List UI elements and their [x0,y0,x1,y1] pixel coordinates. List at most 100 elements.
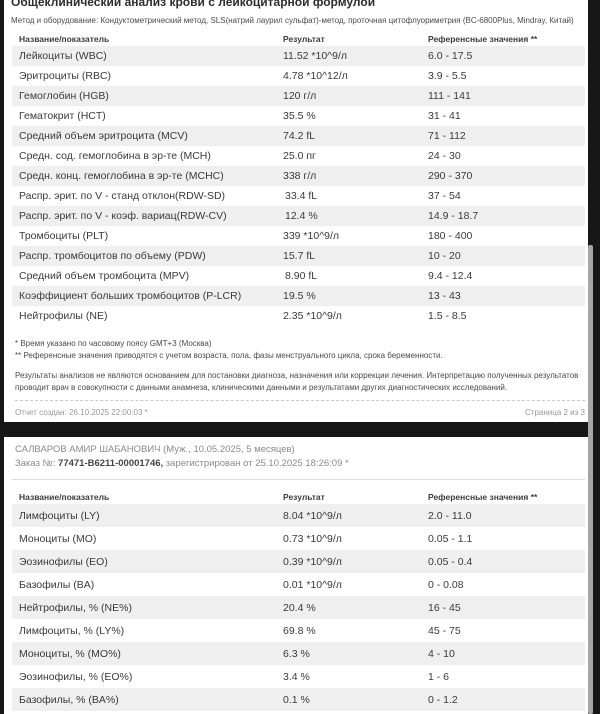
result-value: 120 г/л [283,90,317,102]
result-value: 33.4 fL [285,190,318,202]
cbc-results-table: Название/показатель Результат Референсные … [12,28,585,326]
cell-parameter-name: Эозинофилы (EO) [12,550,283,573]
table-row: Гематокрит (HCT) 35.5 % 31 - 41 [12,106,585,126]
cell-parameter-name: Средн. конц. гемоглобина в эр-те (MCHC) [12,166,283,186]
table-row: Распр. эрит. по V - станд отклон(RDW-SD)… [12,186,585,206]
cell-result: 74.2 fL [283,126,428,146]
cell-reference-range: 45 - 75 [428,624,461,637]
table-row: Средний объем эритроцита (MCV) 74.2 fL 71 … [12,126,585,146]
cell-reference-range: 71 - 112 [428,126,585,146]
cell-result: 69.8 % [283,619,428,642]
cell-parameter-name: Нейтрофилы (NE) [19,310,108,322]
cell-reference-range: 37 - 54 [428,190,461,202]
table-row: Базофилы, % (BA%) 0.1 % 0 - 1.2 [12,688,585,711]
cell-parameter-name: Средн. сод. гемоглобина в эр-те (MCH) [19,150,211,162]
result-value: 12.4 % [285,210,318,222]
cell-result: 25.0 пг [283,146,428,166]
cell-parameter-name: Эозинофилы, % (EO%) [19,670,133,683]
cell-result: 6.3 % [283,642,428,665]
column-header: Референсные значения ** [428,33,538,44]
cell-reference-range: 0.05 - 0.4 [428,550,585,573]
result-value: 0.39 *10^9/л [283,555,342,568]
table-row: Лимфоциты (LY) 8.04 *10^9/л 2.0 - 11.0 [12,504,585,527]
cell-result: 338 г/л [283,166,428,186]
cell-parameter-name: Тромбоциты (PLT) [19,230,109,242]
result-value: 20.4 % [283,601,316,614]
cell-reference-range: 0 - 1.2 [428,688,585,711]
cell-parameter-name: Эритроциты (RBC) [19,70,112,82]
table-header-row: Название/показатель Результат Референсные … [12,486,585,504]
table-row: Тромбоциты (PLT) 339 *10^9/л 180 - 400 [12,226,585,246]
cell-parameter-name: Лейкоциты (WBC) [12,46,283,66]
result-value: 8.04 *10^9/л [283,509,342,522]
header-divider [12,479,585,480]
cell-reference-range: 16 - 45 [428,596,585,619]
order-info: Заказ №: 77471-B6211-00001746, зарегистр… [15,457,588,470]
table-row: Нейтрофилы (NE) 2.35 *10^9/л 1.5 - 8.5 [12,306,585,326]
page-indicator: Страница 2 из 3 [525,408,585,417]
cell-reference-range: 3.9 - 5.5 [428,70,467,82]
cell-result: 0.39 *10^9/л [283,550,428,573]
cell-reference-range: 111 - 141 [428,86,585,106]
table-row: Распр. тромбоцитов по объему (PDW) 15.7 f… [12,246,585,266]
footnote-reference-values: ** Референсные значения приводятся с уче… [15,351,443,360]
table-row: Гемоглобин (HGB) 120 г/л 111 - 141 [12,86,585,106]
order-label: Заказ №: [15,458,59,469]
column-header: Результат [283,491,325,502]
result-value: 69.8 % [283,624,316,637]
table-row: Эозинофилы, % (EO%) 3.4 % 1 - 6 [12,665,585,688]
table-header: Название/показатель Результат Референсные … [12,28,585,46]
method-line: Метод и оборудование: Кондуктометрически… [11,16,574,25]
leukocyte-formula-table: Название/показатель Результат Референсные … [12,486,585,711]
disclaimer-text: Результаты анализов не являются основани… [15,371,579,392]
table-row: Нейтрофилы, % (NE%) 20.4 % 16 - 45 [12,596,585,619]
vertical-scrollbar-thumb[interactable] [588,245,593,714]
patient-info: САЛВАРОВ АМИР ШАБАНОВИЧ (Муж., 10.05.202… [15,444,295,455]
result-value: 11.52 *10^9/л [283,50,347,62]
cell-result: 0.1 % [283,688,428,711]
report-footer: Отчет создан: 26.10.2025 22:00:03 * Стра… [15,400,585,417]
cell-parameter-name: Гематокрит (HCT) [19,110,106,122]
result-value: 4.78 *10^12/л [283,70,348,82]
report-title: Общеклинический анализ крови с лейкоцита… [11,0,376,9]
order-number: 77471-B6211-00001746, [58,458,164,469]
cell-result: 15.7 fL [283,246,428,266]
cell-result: 20.4 % [283,596,428,619]
cell-result: ↓12.4 % [283,206,428,226]
table-header-row: Название/показатель Результат Референсные … [12,28,585,46]
document-pages: Общеклинический анализ крови с лейкоцита… [4,0,588,714]
table-row: Базофилы (BA) 0.01 *10^9/л 0 - 0.08 [12,573,585,596]
cell-reference-range: 0.05 - 1.1 [428,532,473,545]
cell-parameter-name: Нейтрофилы, % (NE%) [12,596,283,619]
table-row: Эритроциты (RBC) 4.78 *10^12/л 3.9 - 5.5 [12,66,585,86]
table-row: Моноциты, % (MO%) 6.3 % 4 - 10 [12,642,585,665]
cell-reference-range: 290 - 370 [428,166,585,186]
result-value: 6.3 % [283,647,310,660]
result-value: 74.2 fL [283,130,316,142]
result-value: 339 *10^9/л [283,230,340,242]
page-gap [4,422,588,437]
cell-result: 3.4 % [283,665,428,688]
result-value: 338 г/л [283,170,317,182]
cell-result: ↓8.90 fL [283,266,428,286]
report-created-timestamp: Отчет создан: 26.10.2025 22:00:03 * [15,408,148,417]
cell-parameter-name: Средний объем эритроцита (MCV) [12,126,283,146]
cell-reference-range: 4 - 10 [428,642,585,665]
cell-parameter-name: Моноциты (MO) [19,532,97,545]
cell-reference-range: 2.0 - 11.0 [428,504,585,527]
result-value: 2.35 *10^9/л [283,310,342,322]
result-value: 0.01 *10^9/л [283,578,342,591]
table-row: Лимфоциты, % (LY%) 69.8 % 45 - 75 [12,619,585,642]
cell-reference-range: 180 - 400 [428,230,473,242]
table-header: Название/показатель Результат Референсные … [12,486,585,504]
cell-reference-range: 9.4 - 12.4 [428,270,473,282]
cell-result: 4.78 *10^12/л [283,66,428,86]
table-row: Средн. сод. гемоглобина в эр-те (MCH) 25.… [12,146,585,166]
cell-reference-range: 14.9 - 18.7 [428,206,585,226]
cell-reference-range: 1.5 - 8.5 [428,310,467,322]
cell-result: 19.5 % [283,286,428,306]
cell-parameter-name: Средний объем тромбоцита (MPV) [19,270,190,282]
cell-parameter-name: Гемоглобин (HGB) [12,86,283,106]
cell-result: 11.52 *10^9/л [283,46,428,66]
table-row: Средний объем тромбоцита (MPV) ↓8.90 fL9.… [12,266,585,286]
